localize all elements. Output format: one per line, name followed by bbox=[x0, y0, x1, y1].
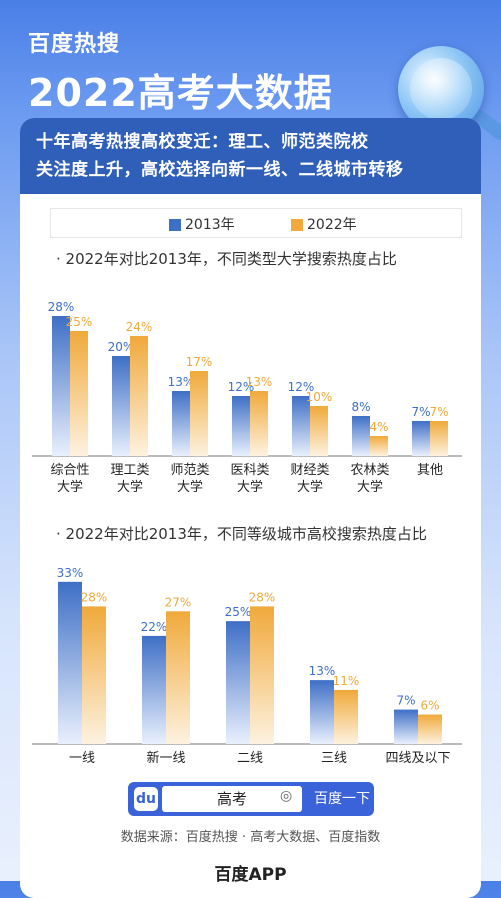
category-label: 大学 bbox=[177, 479, 203, 495]
legend-label-2022: 2022年 bbox=[307, 217, 357, 233]
data-label: 4% bbox=[369, 420, 388, 434]
data-label: 13% bbox=[246, 375, 273, 389]
bar-2022 bbox=[370, 436, 388, 456]
data-label: 13% bbox=[168, 375, 195, 389]
bar-2013 bbox=[394, 709, 418, 744]
category-label: 四线及以下 bbox=[385, 751, 450, 766]
category-label: 综合性 bbox=[50, 463, 89, 478]
category-label: 大学 bbox=[237, 479, 263, 495]
data-label: 17% bbox=[186, 355, 213, 369]
chart1-title: · 2022年对比2013年，不同类型大学搜索热度占比 bbox=[56, 250, 397, 268]
data-label: 12% bbox=[228, 380, 255, 394]
bar-2022 bbox=[418, 714, 442, 744]
data-label: 7% bbox=[429, 405, 448, 419]
bar-2022 bbox=[310, 406, 328, 456]
data-label: 20% bbox=[108, 340, 135, 354]
search-button[interactable]: 百度一下 bbox=[314, 791, 370, 807]
header-line-2: 关注度上升，高校选择向新一线、二线城市转移 bbox=[36, 160, 404, 180]
category-label: 二线 bbox=[237, 751, 263, 766]
data-label: 25% bbox=[225, 605, 252, 619]
category-label: 大学 bbox=[297, 479, 323, 495]
bar-2022 bbox=[334, 689, 358, 744]
bar-2022 bbox=[250, 606, 274, 744]
legend-item-2013: 2013年 bbox=[169, 214, 235, 234]
category-label: 大学 bbox=[57, 479, 83, 495]
data-label: 27% bbox=[165, 595, 192, 609]
card-header: 十年高考热搜高校变迁：理工、师范类院校 关注度上升，高校选择向新一线、二线城市转… bbox=[20, 118, 481, 194]
data-source: 数据来源：百度热搜 · 高考大数据、百度指数 bbox=[120, 830, 381, 845]
data-label: 7% bbox=[411, 405, 430, 419]
page-title: 2022高考大数据 bbox=[28, 71, 333, 115]
search-bar[interactable]: du 高考 ◎ 百度一下 bbox=[128, 782, 374, 816]
category-label: 农林类 bbox=[350, 463, 389, 478]
footer-app-label: 百度APP bbox=[214, 865, 287, 885]
bar-2013 bbox=[232, 396, 250, 456]
bar-2013 bbox=[172, 391, 190, 456]
bar-2022 bbox=[130, 336, 148, 456]
bar-2013 bbox=[112, 356, 130, 456]
data-label: 28% bbox=[81, 590, 108, 604]
category-label: 大学 bbox=[357, 479, 383, 495]
data-label: 10% bbox=[306, 390, 333, 404]
legend-swatch-2022 bbox=[291, 218, 303, 231]
bar-2013 bbox=[226, 621, 250, 744]
category-label: 理工类 bbox=[110, 463, 149, 478]
bar-2013 bbox=[310, 680, 334, 744]
bar-2013 bbox=[142, 635, 166, 744]
legend-swatch-2013 bbox=[169, 218, 181, 231]
category-label: 大学 bbox=[117, 479, 143, 495]
data-label: 6% bbox=[420, 699, 439, 713]
bar-2013 bbox=[292, 396, 310, 456]
data-label: 28% bbox=[48, 300, 75, 314]
bar-2013 bbox=[58, 581, 82, 744]
bar-2022 bbox=[82, 606, 106, 744]
category-label: 医科类 bbox=[230, 463, 269, 478]
data-label: 12% bbox=[288, 380, 315, 394]
legend: 2013年 2022年 bbox=[50, 208, 462, 238]
baidu-paw-icon: du bbox=[134, 787, 158, 811]
brand-label: 百度热搜 bbox=[28, 32, 121, 57]
data-label: 28% bbox=[249, 590, 276, 604]
data-label: 22% bbox=[141, 620, 168, 634]
chart2-title: · 2022年对比2013年，不同等级城市高校搜索热度占比 bbox=[56, 525, 427, 543]
bar-2013 bbox=[352, 416, 370, 456]
bar-2022 bbox=[430, 421, 448, 456]
legend-item-2022: 2022年 bbox=[291, 214, 357, 234]
data-label: 13% bbox=[309, 664, 336, 678]
camera-icon[interactable]: ◎ bbox=[280, 788, 293, 804]
bar-2022 bbox=[250, 391, 268, 456]
chart-university-types: 28%25%综合性大学20%24%理工类大学13%17%师范类大学12%13%医… bbox=[32, 300, 462, 495]
bar-2022 bbox=[166, 611, 190, 744]
data-label: 7% bbox=[396, 694, 415, 708]
category-label: 财经类 bbox=[290, 463, 329, 478]
data-label: 8% bbox=[351, 400, 370, 414]
category-label: 新一线 bbox=[146, 750, 185, 766]
data-label: 24% bbox=[126, 320, 153, 334]
data-label: 11% bbox=[333, 674, 360, 688]
content-card: 十年高考热搜高校变迁：理工、师范类院校 关注度上升，高校选择向新一线、二线城市转… bbox=[20, 118, 481, 898]
data-label: 33% bbox=[57, 566, 84, 580]
category-label: 三线 bbox=[321, 751, 347, 766]
legend-label-2013: 2013年 bbox=[185, 217, 235, 233]
category-label: 一线 bbox=[69, 751, 95, 766]
bar-2022 bbox=[70, 331, 88, 456]
bar-2022 bbox=[190, 371, 208, 456]
header-line-1: 十年高考热搜高校变迁：理工、师范类院校 bbox=[36, 132, 369, 152]
bar-2013 bbox=[412, 421, 430, 456]
category-label: 其他 bbox=[417, 463, 443, 478]
data-label: 25% bbox=[66, 315, 93, 329]
category-label: 师范类 bbox=[170, 463, 209, 478]
search-input[interactable]: 高考 bbox=[162, 786, 302, 812]
bar-2013 bbox=[52, 316, 70, 456]
